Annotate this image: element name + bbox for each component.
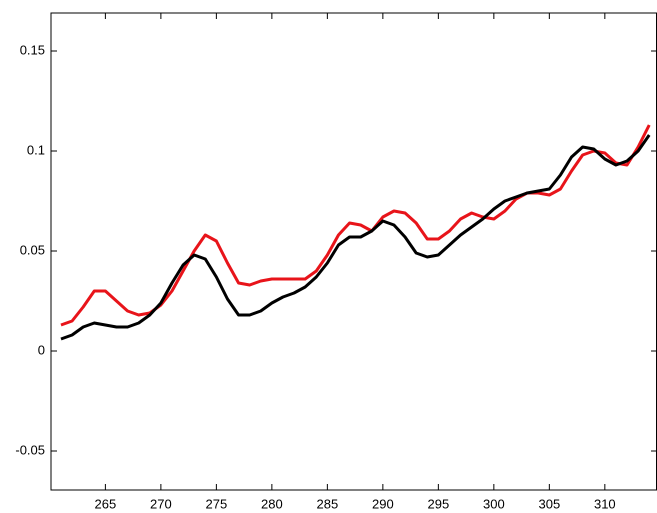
plot-frame [50,12,657,491]
y-tick-label: 0.1 [27,142,45,157]
data-line [60,124,651,327]
x-tick-label: 270 [150,496,172,511]
x-tick-label: 280 [261,496,283,511]
x-tick-label: 275 [206,496,228,511]
y-tick-label: 0.05 [20,242,45,257]
data-line [60,134,651,341]
x-tick-label: 305 [538,496,560,511]
x-tick-label: 285 [317,496,339,511]
x-tick-label: 300 [483,496,505,511]
x-tick-label: 295 [428,496,450,511]
y-tick-label: 0.15 [20,42,45,57]
y-tick-label: -0.05 [15,442,45,457]
x-tick-label: 290 [372,496,394,511]
x-tick-label: 265 [95,496,117,511]
y-tick-label: 0 [38,342,45,357]
x-tick-label: 310 [594,496,616,511]
